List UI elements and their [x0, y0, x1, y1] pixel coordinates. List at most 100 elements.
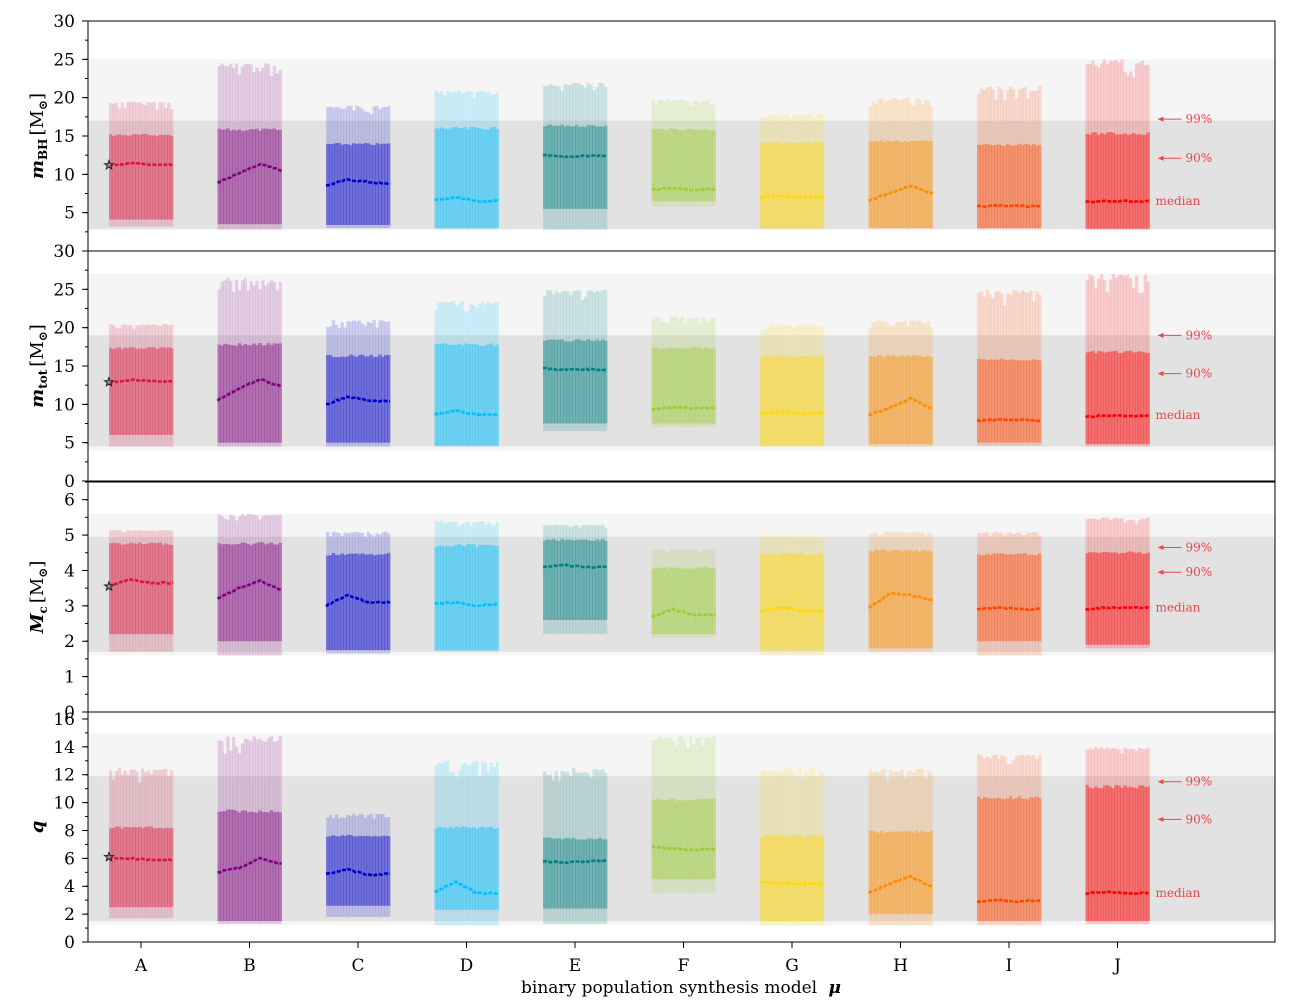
range-90-bar: [434, 343, 438, 446]
range-90-bar: [1100, 351, 1104, 445]
range-99-bar: [434, 765, 438, 926]
range-99-bar: [885, 531, 890, 652]
range-99-bar: [352, 813, 356, 917]
range-90-bar: [143, 826, 148, 908]
range-99-bar: [871, 322, 875, 447]
range-99-bar: [654, 316, 658, 428]
y-tick-label: 25: [53, 50, 75, 70]
range-90-bar: [1105, 351, 1110, 445]
range-99-bar: [1105, 747, 1110, 924]
range-99-bar: [158, 326, 162, 447]
range-90-bar: [384, 835, 388, 906]
range-90-bar: [454, 544, 459, 651]
range-99-bar: [912, 106, 916, 229]
range-90-bar: [806, 836, 810, 922]
range-99-bar: [369, 813, 373, 917]
range-99-bar: [326, 531, 330, 654]
range-90-bar: [789, 834, 793, 922]
range-99-bar: [818, 538, 822, 656]
range-90-bar: [991, 798, 995, 922]
range-99-bar: [789, 536, 793, 656]
range-99-bar: [709, 738, 713, 894]
range-90-bar: [994, 144, 998, 228]
range-99-bar: [692, 318, 696, 428]
range-99-bar: [269, 736, 274, 924]
range-90-bar: [1032, 359, 1036, 443]
y-tick-label: 15: [53, 357, 75, 377]
range-99-bar: [226, 736, 230, 924]
range-90-bar: [1006, 798, 1010, 922]
range-99-bar: [486, 301, 491, 447]
range-90-bar: [252, 543, 256, 642]
range-99-bar: [1123, 747, 1127, 924]
range-90-bar: [982, 144, 987, 228]
range-90-bar: [1020, 798, 1024, 922]
range-99-bar: [258, 738, 262, 924]
range-90-bar: [129, 135, 133, 220]
range-90-bar: [1097, 553, 1101, 645]
range-90-bar: [543, 837, 547, 909]
range-90-bar: [229, 809, 233, 922]
range-99-bar: [492, 766, 496, 926]
range-99-bar: [378, 109, 382, 228]
range-99-bar: [475, 92, 479, 230]
range-99-bar: [891, 97, 896, 229]
range-99-bar: [815, 325, 819, 447]
range-99-bar: [883, 769, 887, 926]
range-90-bar: [997, 553, 1001, 642]
range-99-bar: [167, 325, 171, 447]
range-99-bar: [378, 814, 382, 917]
range-99-bar: [1143, 519, 1147, 649]
range-99-bar: [363, 325, 368, 447]
range-99-bar: [463, 92, 467, 230]
range-99-bar: [563, 290, 567, 432]
range-99-bar: [1003, 100, 1007, 230]
range-99-bar: [384, 531, 388, 654]
range-90-bar: [894, 356, 898, 445]
range-90-bar: [1143, 786, 1147, 922]
range-90-bar: [495, 546, 499, 651]
range-99-bar: [774, 113, 778, 230]
range-90-bar: [126, 135, 130, 220]
range-99-bar: [1023, 755, 1027, 926]
range-90-bar: [132, 543, 136, 635]
range-99-bar: [495, 92, 499, 230]
range-99-bar: [903, 532, 907, 652]
range-99-bar: [1029, 532, 1033, 656]
series-G: [759, 767, 825, 926]
range-90-bar: [349, 354, 353, 443]
range-99-bar: [132, 328, 136, 447]
range-90-bar: [592, 839, 596, 909]
range-99-bar: [595, 769, 599, 924]
annotation-arrow-head: [1157, 332, 1164, 338]
range-99-bar: [149, 530, 154, 652]
range-99-bar: [874, 321, 878, 447]
range-90-bar: [243, 542, 247, 642]
range-90-bar: [762, 143, 767, 228]
median-line: [651, 405, 716, 411]
range-90-bar: [604, 839, 608, 909]
range-99-bar: [1111, 274, 1115, 447]
range-99-bar: [483, 525, 488, 652]
range-99-bar: [460, 93, 464, 230]
range-90-bar: [355, 143, 359, 225]
range-99-bar: [226, 278, 230, 447]
range-99-bar: [583, 524, 588, 635]
range-99-bar: [1017, 89, 1022, 230]
range-99-bar: [780, 771, 784, 926]
annotation-p99: 99%: [1186, 328, 1213, 342]
range-90-bar: [997, 359, 1001, 443]
range-90-bar: [789, 553, 793, 651]
range-99-bar: [1091, 518, 1095, 649]
range-90-bar: [469, 344, 473, 446]
range-99-bar: [988, 536, 992, 656]
range-99-bar: [794, 325, 799, 447]
range-90-bar: [880, 549, 884, 649]
range-99-bar: [586, 524, 590, 635]
range-99-bar: [786, 535, 790, 656]
range-99-bar: [765, 535, 770, 656]
range-90-bar: [278, 542, 282, 642]
range-90-bar: [601, 839, 605, 909]
range-99-bar: [138, 530, 142, 652]
range-99-bar: [572, 83, 576, 230]
